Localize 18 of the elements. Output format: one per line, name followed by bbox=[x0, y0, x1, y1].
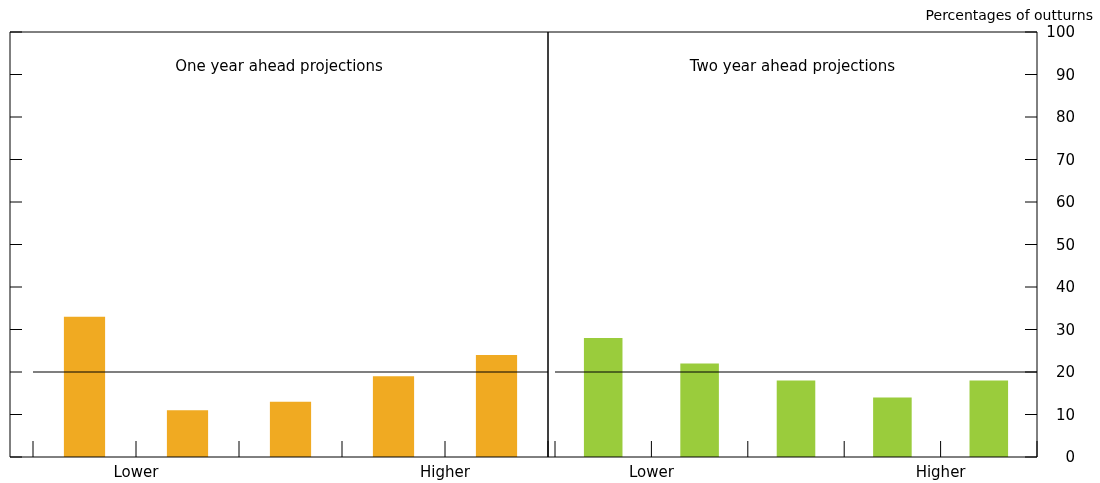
y-tick-label: 60 bbox=[1055, 193, 1075, 212]
y-tick-label: 0 bbox=[1065, 448, 1075, 467]
text: Lower bbox=[628, 463, 675, 481]
text: Lower bbox=[113, 463, 160, 481]
y-tick-label: 40 bbox=[1055, 278, 1075, 297]
y-tick-label: 100 bbox=[1046, 23, 1075, 42]
text: One year ahead projections bbox=[175, 57, 384, 75]
y-tick-label: 70 bbox=[1055, 150, 1075, 169]
y-tick-label: 10 bbox=[1055, 405, 1075, 424]
y-tick-label: 80 bbox=[1055, 108, 1075, 127]
y-tick-label: 20 bbox=[1055, 363, 1075, 382]
y-tick-label: 50 bbox=[1055, 235, 1075, 254]
y-tick-label: 30 bbox=[1055, 320, 1075, 339]
text: Higher bbox=[420, 463, 471, 481]
text: Two year ahead projections bbox=[688, 57, 896, 75]
text: Higher bbox=[915, 463, 967, 481]
y-tick-label: 90 bbox=[1055, 65, 1075, 84]
y-axis-title: Percentages of outturns bbox=[925, 7, 1093, 23]
